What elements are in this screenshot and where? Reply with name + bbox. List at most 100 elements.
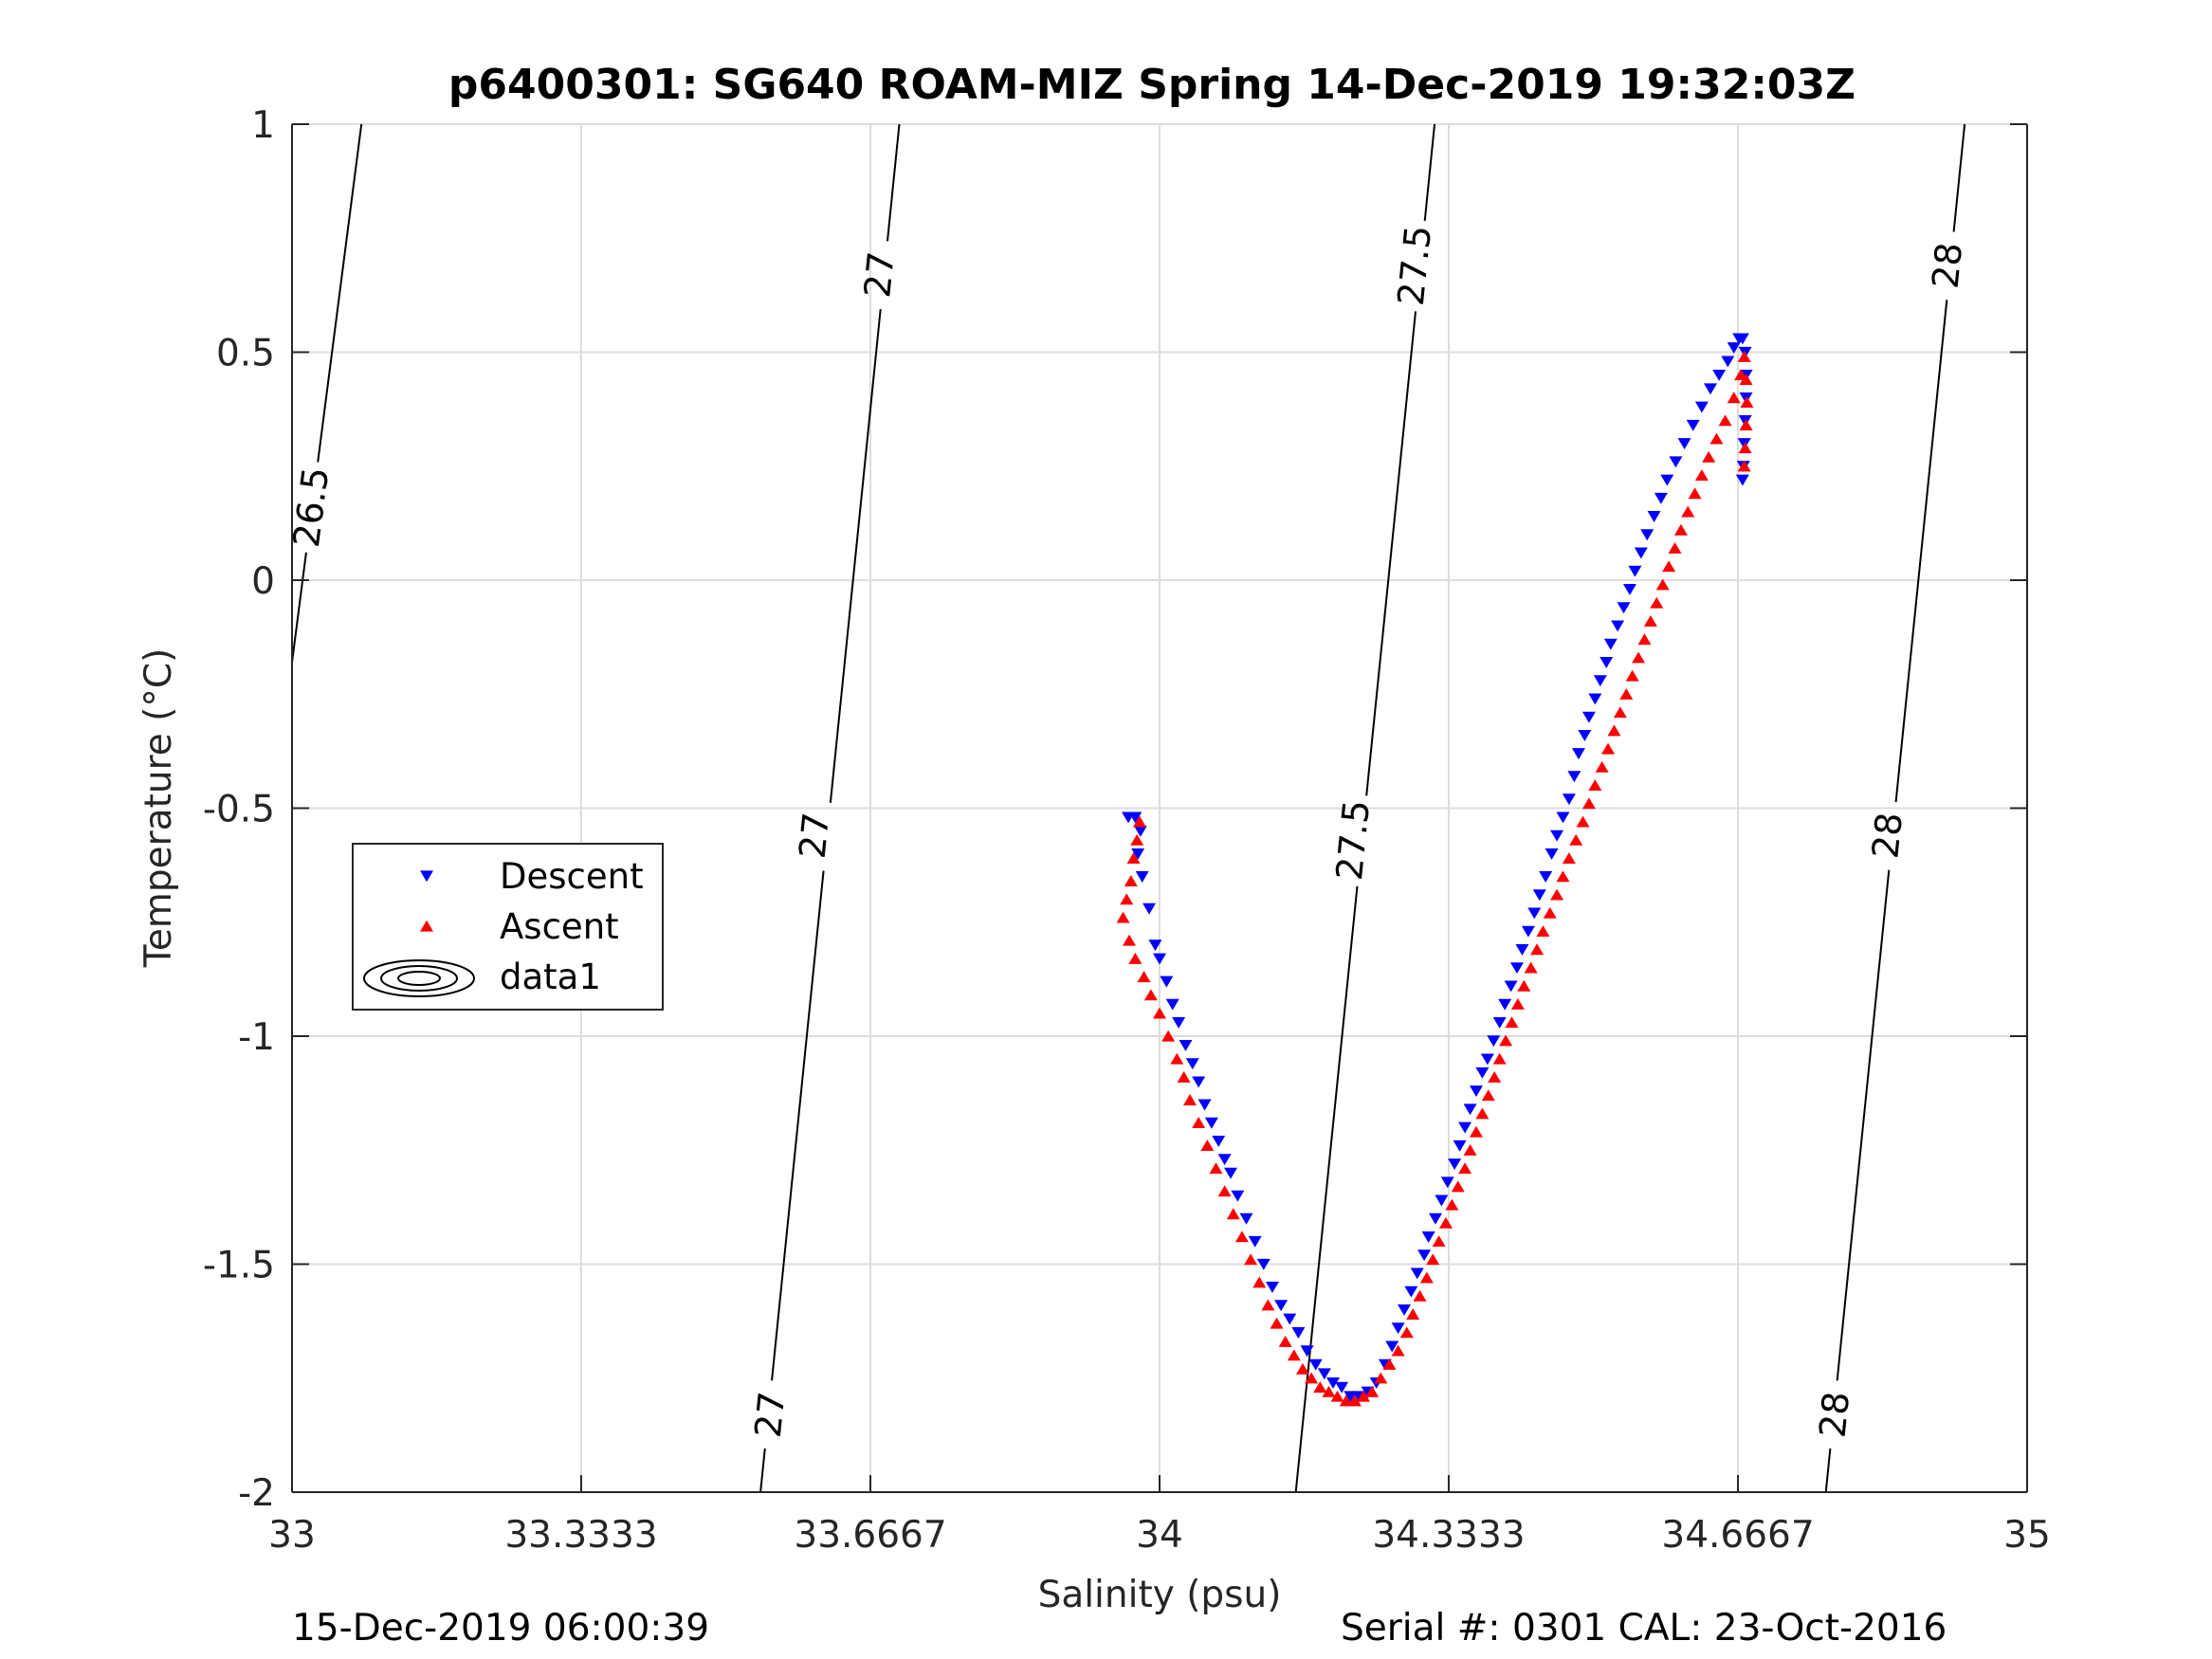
- descent-point: [1435, 1194, 1449, 1207]
- descent-point: [1593, 675, 1607, 687]
- ascent-point: [1432, 1235, 1446, 1248]
- ascent-point: [1738, 442, 1752, 454]
- ascent-point: [1619, 687, 1634, 700]
- y-tick-label: -1: [238, 1016, 275, 1059]
- descent-point: [1131, 848, 1145, 860]
- ascent-point: [1305, 1372, 1319, 1384]
- contour-label: 27: [747, 1390, 794, 1440]
- tick-labels: 33 33.3333 33.6667 34 34.3333 34.6667 35 -2 -1.5…: [203, 104, 2051, 1557]
- contour-line: [771, 870, 825, 1381]
- descent-point: [1179, 1040, 1193, 1051]
- ascent-point: [1177, 1070, 1191, 1083]
- y-tick-label: -1.5: [203, 1245, 275, 1287]
- descent-point: [1515, 944, 1529, 956]
- descent-point: [1686, 419, 1700, 431]
- ascent-point: [1588, 779, 1602, 792]
- ascent-point: [1126, 852, 1141, 865]
- ascent-point: [1499, 1034, 1513, 1047]
- descent-point: [1487, 1035, 1501, 1048]
- contour-label: 28: [1812, 1390, 1858, 1440]
- ascent-point: [1740, 396, 1754, 409]
- descent-point: [1712, 369, 1727, 381]
- contour-line: [1294, 885, 1359, 1493]
- descent-point: [1448, 1158, 1462, 1170]
- descent-point: [1192, 1076, 1206, 1088]
- ascent-point: [1124, 875, 1138, 887]
- ascent-point: [1492, 1052, 1507, 1065]
- descent-point: [1498, 998, 1512, 1011]
- x-axis-label: Salinity (psu): [1038, 1574, 1282, 1616]
- descent-point: [1385, 1340, 1399, 1353]
- descent-point: [1721, 356, 1735, 368]
- x-tick-label: 35: [2003, 1514, 2051, 1557]
- descent-point: [1669, 456, 1683, 468]
- descent-point: [1611, 620, 1625, 632]
- ascent-point: [1505, 1016, 1519, 1029]
- contour-line: [886, 123, 901, 242]
- ascent-point: [1244, 1253, 1258, 1266]
- ascent-point: [1488, 1070, 1502, 1083]
- footer-timestamp: 15-Dec-2019 06:00:39: [292, 1607, 710, 1650]
- y-tick-label: 0: [251, 560, 275, 603]
- descent-point: [1527, 907, 1542, 920]
- x-tick-label: 34.6667: [1661, 1514, 1814, 1557]
- descent-point: [1628, 565, 1642, 577]
- ascent-point: [1475, 1107, 1490, 1120]
- ascent-point: [1576, 815, 1590, 828]
- descent-point: [1640, 529, 1654, 541]
- contour-line: [1824, 1448, 1832, 1493]
- descent-point: [1153, 953, 1166, 965]
- descent-point: [1317, 1368, 1331, 1380]
- contour-line: [317, 123, 363, 463]
- y-tick-label: -2: [238, 1472, 275, 1515]
- descent-point: [1410, 1267, 1424, 1280]
- descent-point: [1603, 638, 1618, 650]
- descent-point: [1463, 1103, 1477, 1116]
- descent-point: [1143, 902, 1157, 915]
- descent-point: [1550, 830, 1564, 842]
- ascent-point: [1295, 1362, 1309, 1375]
- y-tick-label: 1: [251, 104, 275, 147]
- legend-label: data1: [500, 957, 601, 997]
- legend-contour-icon: [397, 971, 441, 986]
- density-contours: 26.5 27 27 27 27.5 27.5 28 28 28: [285, 123, 1970, 1493]
- ascent-point: [1183, 1094, 1197, 1105]
- descent-point: [1694, 401, 1709, 413]
- y-tick-label: -0.5: [203, 789, 275, 831]
- descent-point: [1617, 602, 1631, 614]
- descent-point: [1704, 383, 1718, 395]
- ascent-point: [1330, 1390, 1344, 1402]
- contour-line: [759, 1448, 766, 1493]
- ascent-point: [1270, 1317, 1284, 1329]
- legend-contour-icon: [380, 965, 458, 992]
- descent-point: [1185, 1058, 1199, 1070]
- descent-point: [1239, 1212, 1253, 1225]
- ascent-point: [1130, 833, 1144, 846]
- ascent-point: [1192, 1117, 1206, 1128]
- ascent-point: [1357, 1390, 1371, 1402]
- ascent-point: [1278, 1335, 1292, 1347]
- contour-label: 27: [856, 249, 903, 300]
- ascent-point: [1668, 542, 1682, 554]
- descent-point: [1545, 848, 1559, 860]
- ascent-point: [1601, 742, 1616, 755]
- x-tick-label: 33.6667: [794, 1514, 946, 1557]
- ascent-point: [1463, 1143, 1477, 1156]
- descent-point: [1453, 1139, 1467, 1152]
- ascent-point: [1694, 469, 1709, 481]
- ascent-point: [1339, 1395, 1353, 1407]
- descent-point: [1480, 1053, 1494, 1066]
- ascent-point: [1737, 351, 1751, 362]
- ascent-point: [1625, 669, 1639, 682]
- ascent-point: [1709, 432, 1724, 445]
- descent-point: [1398, 1304, 1412, 1316]
- footer-serial-cal: Serial #: 0301 CAL: 23-Oct-2016: [1341, 1607, 1947, 1650]
- ascent-point: [1161, 1030, 1176, 1042]
- legend-label: Ascent: [500, 906, 619, 947]
- ascent-point: [1252, 1276, 1267, 1288]
- descent-point: [1283, 1313, 1297, 1325]
- ascent-point: [1673, 523, 1688, 536]
- contour-label: 28: [1924, 241, 1970, 291]
- legend-ascent-icon: [420, 920, 433, 932]
- ascent-point: [1737, 460, 1751, 472]
